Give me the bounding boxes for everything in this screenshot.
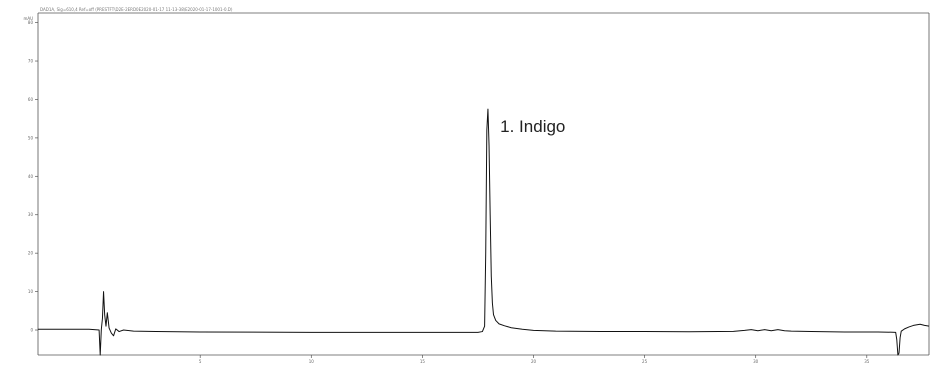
x-tick-label: 25: [642, 359, 648, 364]
y-tick-label: 10: [28, 289, 34, 294]
y-tick-label: 50: [28, 135, 34, 140]
x-tick-label: 35: [864, 359, 870, 364]
y-tick-label: 30: [28, 212, 34, 217]
chromatogram-trace: [38, 108, 930, 356]
x-tick-label: 30: [753, 359, 759, 364]
y-tick-label: 40: [28, 174, 34, 179]
y-axis-unit-label: mAU: [23, 16, 33, 21]
y-tick-label: 80: [28, 20, 34, 25]
x-axis-ticks: 5 10 15 20 25 30 35: [199, 355, 870, 364]
chart-header-info: DAD1A, Sig=610,4 Ref=off (PRESTFT\D2E-2E…: [40, 7, 233, 12]
x-tick-label: 5: [199, 359, 202, 364]
y-tick-label: 20: [28, 251, 34, 256]
y-tick-label: 0: [30, 328, 33, 333]
peak-label: 1. Indigo: [500, 117, 565, 136]
x-tick-label: 15: [420, 359, 426, 364]
x-tick-label: 20: [531, 359, 537, 364]
series-layer: [38, 108, 930, 356]
x-tick-label: 10: [309, 359, 315, 364]
y-axis-ticks: 0 10 20 30 40 50 60 70 80: [28, 20, 38, 333]
annotation-layer: 1. Indigo: [500, 117, 565, 136]
y-tick-label: 60: [28, 97, 34, 102]
y-tick-label: 70: [28, 59, 34, 64]
